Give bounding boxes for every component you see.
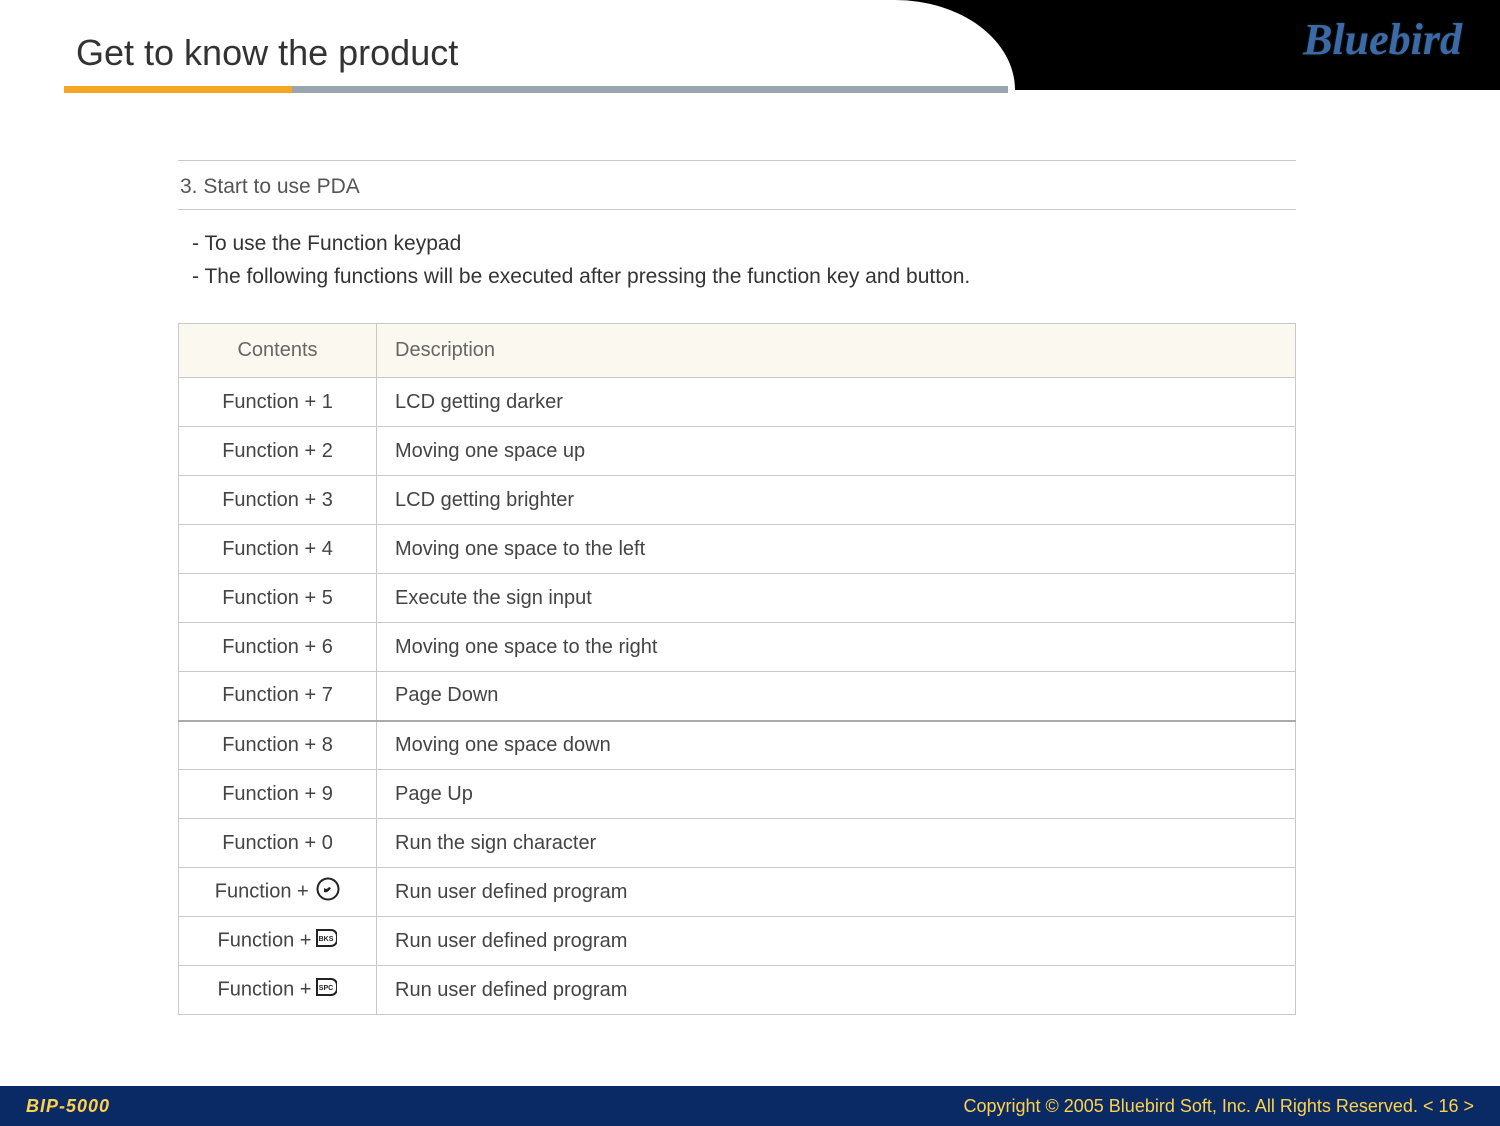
table-row: Function + 9Page Up xyxy=(179,770,1296,819)
table-row: Function + 5Execute the sign input xyxy=(179,574,1296,623)
brand-logo: Bluebird xyxy=(1303,14,1462,65)
table-row: Function + 6Moving one space to the righ… xyxy=(179,623,1296,672)
table-row: Function + 2Moving one space up xyxy=(179,427,1296,476)
table-row: Function + 7Page Down xyxy=(179,672,1296,721)
function-description: LCD getting darker xyxy=(377,378,1296,427)
column-header-contents: Contents xyxy=(179,324,377,378)
title-underline xyxy=(64,86,1008,94)
function-label: Function + 9 xyxy=(179,770,377,819)
bullet-line: - The following functions will be execut… xyxy=(192,261,1296,294)
function-description: Moving one space down xyxy=(377,721,1296,770)
function-label: Function + 8 xyxy=(179,721,377,770)
function-description: Run user defined program xyxy=(377,868,1296,917)
table-header-row: Contents Description xyxy=(179,324,1296,378)
table-row: Function + 3LCD getting brighter xyxy=(179,476,1296,525)
function-label: Function + 7 xyxy=(179,672,377,721)
section-bullets: - To use the Function keypad - The follo… xyxy=(192,228,1296,293)
footer-copyright: Copyright © 2005 Bluebird Soft, Inc. All… xyxy=(963,1096,1474,1117)
function-description: LCD getting brighter xyxy=(377,476,1296,525)
function-label: Function + 6 xyxy=(179,623,377,672)
function-description: Run the sign character xyxy=(377,819,1296,868)
title-underline-gray xyxy=(292,86,1008,93)
function-label: Function + 2 xyxy=(179,427,377,476)
phone-key-icon xyxy=(316,877,340,907)
title-underline-accent xyxy=(64,86,292,93)
bullet-line: - To use the Function keypad xyxy=(192,228,1296,261)
function-description: Run user defined program xyxy=(377,966,1296,1015)
function-description: Page Up xyxy=(377,770,1296,819)
function-label: Function + xyxy=(179,966,377,1015)
header: Bluebird Get to know the product xyxy=(0,0,1500,90)
function-label: Function + 4 xyxy=(179,525,377,574)
function-description: Moving one space to the left xyxy=(377,525,1296,574)
section-divider-top xyxy=(178,160,1296,161)
function-table: Contents Description Function + 1LCD get… xyxy=(178,323,1296,1015)
table-row: Function + 8Moving one space down xyxy=(179,721,1296,770)
section-divider-bottom xyxy=(178,209,1296,210)
footer-bar: BIP-5000 Copyright © 2005 Bluebird Soft,… xyxy=(0,1086,1500,1126)
column-header-description: Description xyxy=(377,324,1296,378)
function-description: Moving one space up xyxy=(377,427,1296,476)
table-row: Function + 1LCD getting darker xyxy=(179,378,1296,427)
function-label: Function + 1 xyxy=(179,378,377,427)
function-description: Execute the sign input xyxy=(377,574,1296,623)
function-label: Function + 3 xyxy=(179,476,377,525)
table-row: Function +Run user defined program xyxy=(179,917,1296,966)
function-description: Moving one space to the right xyxy=(377,623,1296,672)
function-label: Function + 0 xyxy=(179,819,377,868)
function-description: Page Down xyxy=(377,672,1296,721)
function-description: Run user defined program xyxy=(377,917,1296,966)
page-title: Get to know the product xyxy=(76,32,458,74)
function-label: Function + xyxy=(179,917,377,966)
table-row: Function + Run user defined program xyxy=(179,868,1296,917)
function-label: Function + 5 xyxy=(179,574,377,623)
function-label: Function + xyxy=(179,868,377,917)
spc-key-icon xyxy=(313,975,337,1005)
section-heading: 3. Start to use PDA xyxy=(178,171,1296,209)
footer-product: BIP-5000 xyxy=(26,1096,110,1117)
table-row: Function +Run user defined program xyxy=(179,966,1296,1015)
table-row: Function + 4Moving one space to the left xyxy=(179,525,1296,574)
page: Bluebird Get to know the product 3. Star… xyxy=(0,0,1500,1126)
table-row: Function + 0Run the sign character xyxy=(179,819,1296,868)
content-area: 3. Start to use PDA - To use the Functio… xyxy=(178,160,1296,1015)
bks-key-icon xyxy=(313,926,337,956)
